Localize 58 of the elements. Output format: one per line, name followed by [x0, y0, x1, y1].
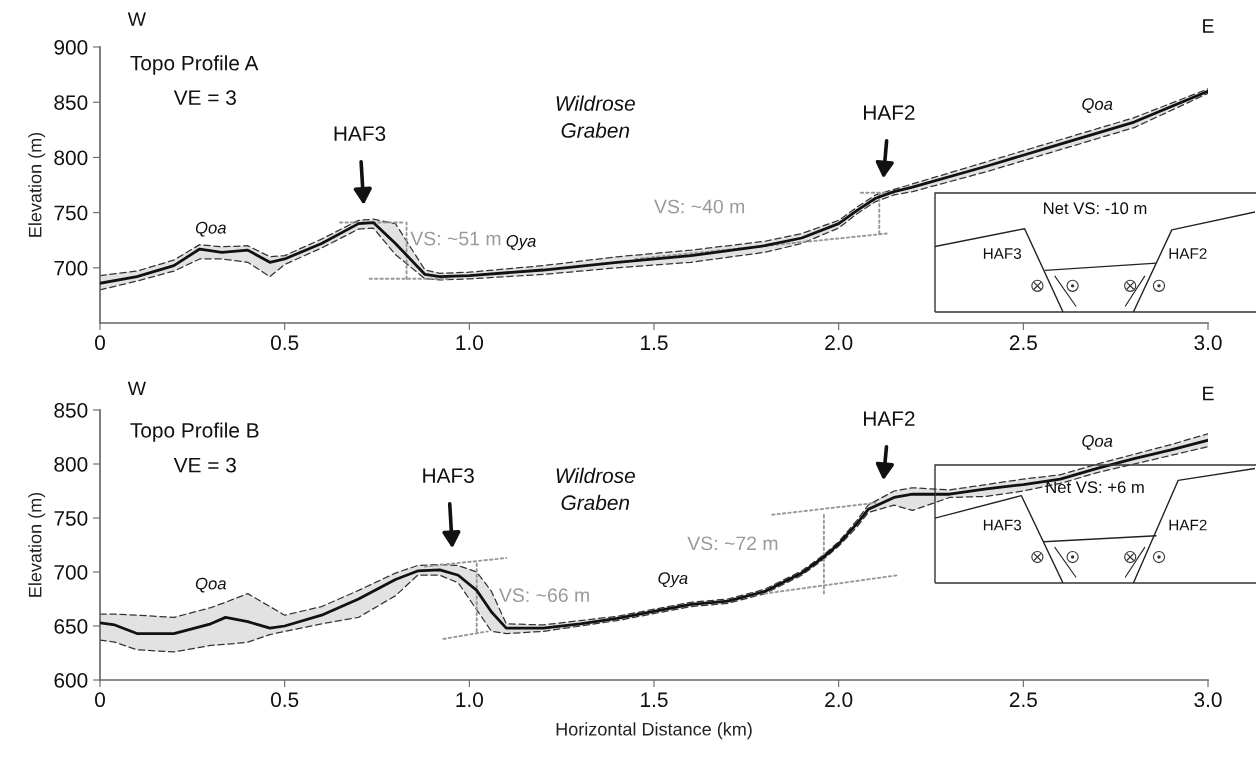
- x-tick-label: 2.5: [1009, 335, 1037, 351]
- annotation: HAF3: [983, 248, 1022, 259]
- annotation: VS: ~66 m: [498, 588, 589, 603]
- x-tick-label: 1.5: [641, 692, 668, 708]
- x-tick-label: 1.5: [641, 335, 668, 351]
- annotation: Net VS: +6 m: [1046, 481, 1144, 494]
- annotation: HAF2: [863, 105, 915, 120]
- annotation: HAF3: [334, 126, 386, 142]
- y-axis-title: Elevation (m): [28, 492, 46, 597]
- annotation: HAF2: [1169, 519, 1207, 531]
- x-tick-label: 3.0: [1194, 335, 1222, 351]
- text: E: [1203, 19, 1214, 33]
- annotation: HAF2: [863, 411, 915, 426]
- y-tick-label: 750: [54, 205, 88, 221]
- x-tick-label: 3.0: [1194, 692, 1222, 708]
- y-tick-label: 750: [54, 511, 88, 526]
- annotation: HAF3: [423, 468, 474, 483]
- text: E: [1203, 386, 1214, 401]
- y-tick-label: 900: [54, 40, 88, 55]
- annotation: VE = 3: [173, 457, 236, 473]
- annotation: Topo Profile B: [130, 422, 259, 442]
- annotation: Wildrose Graben: [556, 95, 635, 138]
- annotation: Net VS: -10 m: [1044, 202, 1147, 215]
- annotation: VE = 3: [173, 90, 236, 106]
- x-tick-label: 0.5: [271, 692, 299, 708]
- annotation: VS: ~51 m: [410, 231, 501, 246]
- x-tick-label: 1.0: [456, 692, 483, 708]
- annotation: Qoa: [1082, 435, 1113, 450]
- y-tick-label: 850: [54, 95, 88, 110]
- annotation: Qoa: [195, 221, 226, 237]
- y-tick-label: 600: [54, 673, 88, 688]
- y-tick-label: 700: [54, 260, 88, 276]
- y-tick-label: 800: [54, 150, 88, 166]
- y-tick-label: 700: [54, 565, 88, 580]
- annotation: Qya: [506, 235, 536, 251]
- annotation: VS: ~72 m: [687, 536, 778, 551]
- x-tick-label: 0: [95, 692, 105, 708]
- annotation: VS: ~40 m: [654, 199, 745, 214]
- x-tick-label: 2.5: [1009, 692, 1037, 708]
- x-tick-label: 0: [95, 335, 105, 351]
- annotation: Topo Profile A: [130, 55, 259, 75]
- y-axis-title: Elevation (m): [28, 132, 46, 237]
- x-tick-label: 2.0: [825, 335, 853, 351]
- x-axis-title: Horizontal Distance (km): [556, 722, 752, 740]
- text: W: [127, 12, 146, 26]
- annotation: HAF3: [983, 519, 1022, 531]
- x-tick-label: 0.5: [271, 335, 299, 351]
- annotation: Qoa: [1082, 98, 1113, 113]
- annotation: Qoa: [195, 577, 226, 593]
- x-tick-label: 2.0: [825, 692, 853, 708]
- annotation: Wildrose Graben: [556, 467, 635, 511]
- annotation: Qya: [658, 572, 688, 588]
- y-tick-label: 850: [54, 403, 88, 418]
- annotation: HAF2: [1169, 248, 1207, 259]
- y-tick-label: 650: [54, 619, 88, 634]
- x-tick-label: 1.0: [456, 335, 483, 351]
- y-tick-label: 800: [54, 457, 88, 472]
- text: W: [127, 381, 146, 396]
